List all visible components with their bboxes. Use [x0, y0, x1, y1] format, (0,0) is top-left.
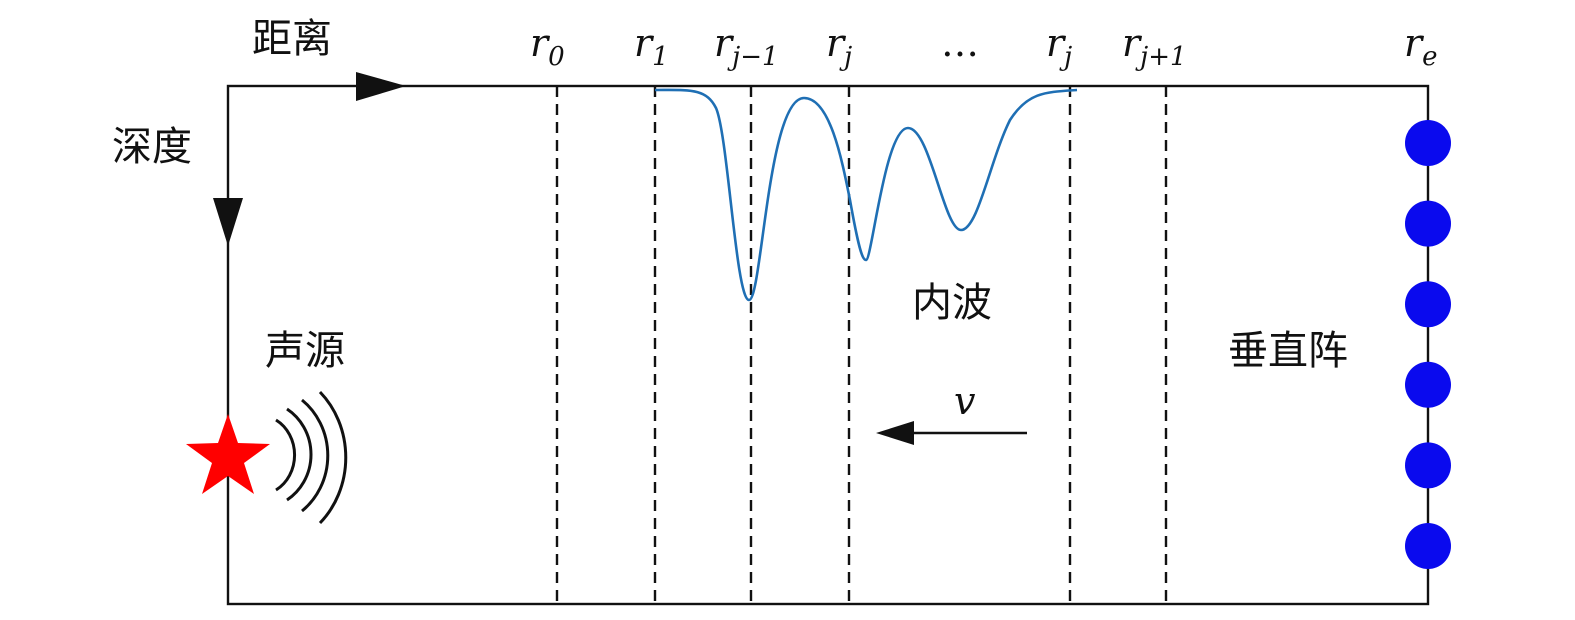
range-label-r1: r1	[634, 21, 669, 72]
range-label-rj-1: rj−1	[714, 21, 779, 72]
range-divider-lines	[555, 86, 1168, 604]
range-label-r0: r0	[530, 21, 565, 72]
hydrophone-circle-icon	[1405, 120, 1451, 166]
depth-arrow-icon	[213, 198, 243, 246]
range-label-rj-second: rj	[1046, 21, 1072, 72]
hydrophone-circle-icon	[1405, 442, 1451, 489]
range-label-rj+1: rj+1	[1122, 21, 1187, 72]
velocity-arrow-head-icon	[876, 421, 914, 445]
vertical-hydrophone-array	[1405, 120, 1451, 569]
hydrophone-circle-icon	[1405, 361, 1451, 408]
range-label-re: re	[1404, 21, 1438, 72]
source-star-icon	[186, 414, 270, 494]
range-label-rj: rj	[826, 21, 852, 72]
sound-wave-arcs-icon	[275, 390, 348, 525]
distance-arrow-icon	[356, 72, 406, 101]
hydrophone-circle-icon	[1405, 523, 1451, 569]
velocity-label: v	[954, 379, 976, 423]
distance-label: 距离	[252, 16, 332, 62]
range-marker-labels: r0 r1 rj−1 rj … rj rj+1 re	[530, 21, 1438, 72]
hydrophone-circle-icon	[1405, 281, 1451, 328]
range-label-ellipsis: …	[941, 21, 979, 65]
depth-label: 深度	[112, 124, 192, 170]
internal-wave-label: 内波	[912, 280, 992, 326]
waveguide-boundary	[226, 84, 1430, 606]
vertical-array-label: 垂直阵	[1228, 328, 1348, 374]
hydrophone-circle-icon	[1405, 200, 1451, 247]
source-label: 声源	[265, 328, 345, 374]
internal-wave-curve	[654, 88, 1078, 302]
